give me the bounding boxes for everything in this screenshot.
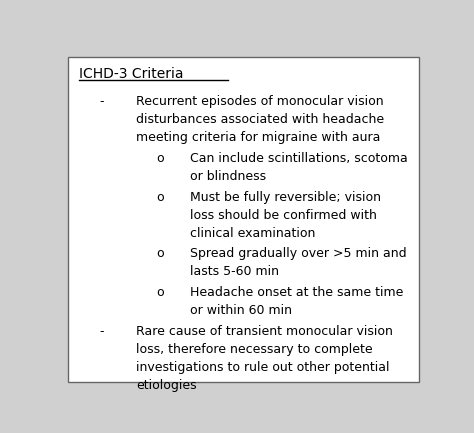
Text: or within 60 min: or within 60 min (190, 304, 292, 317)
Text: or blindness: or blindness (190, 170, 266, 183)
Text: Headache onset at the same time: Headache onset at the same time (190, 286, 403, 299)
Text: lasts 5-60 min: lasts 5-60 min (190, 265, 279, 278)
Text: meeting criteria for migraine with aura: meeting criteria for migraine with aura (137, 131, 381, 144)
Text: loss, therefore necessary to complete: loss, therefore necessary to complete (137, 343, 373, 355)
Text: investigations to rule out other potential: investigations to rule out other potenti… (137, 361, 390, 374)
Text: Must be fully reversible; vision: Must be fully reversible; vision (190, 191, 381, 204)
Text: disturbances associated with headache: disturbances associated with headache (137, 113, 384, 126)
Text: Can include scintillations, scotoma: Can include scintillations, scotoma (190, 152, 408, 165)
Text: Spread gradually over >5 min and: Spread gradually over >5 min and (190, 247, 406, 260)
Text: o: o (156, 152, 164, 165)
Text: Rare cause of transient monocular vision: Rare cause of transient monocular vision (137, 325, 393, 338)
Text: o: o (156, 191, 164, 204)
Text: Recurrent episodes of monocular vision: Recurrent episodes of monocular vision (137, 95, 384, 108)
Text: -: - (99, 95, 104, 108)
Text: clinical examination: clinical examination (190, 226, 315, 240)
Text: etiologies: etiologies (137, 379, 197, 392)
Text: ICHD-3 Criteria: ICHD-3 Criteria (80, 67, 184, 81)
Text: loss should be confirmed with: loss should be confirmed with (190, 209, 376, 222)
Text: o: o (156, 286, 164, 299)
Text: o: o (156, 247, 164, 260)
FancyBboxPatch shape (68, 57, 419, 382)
Text: -: - (99, 325, 104, 338)
